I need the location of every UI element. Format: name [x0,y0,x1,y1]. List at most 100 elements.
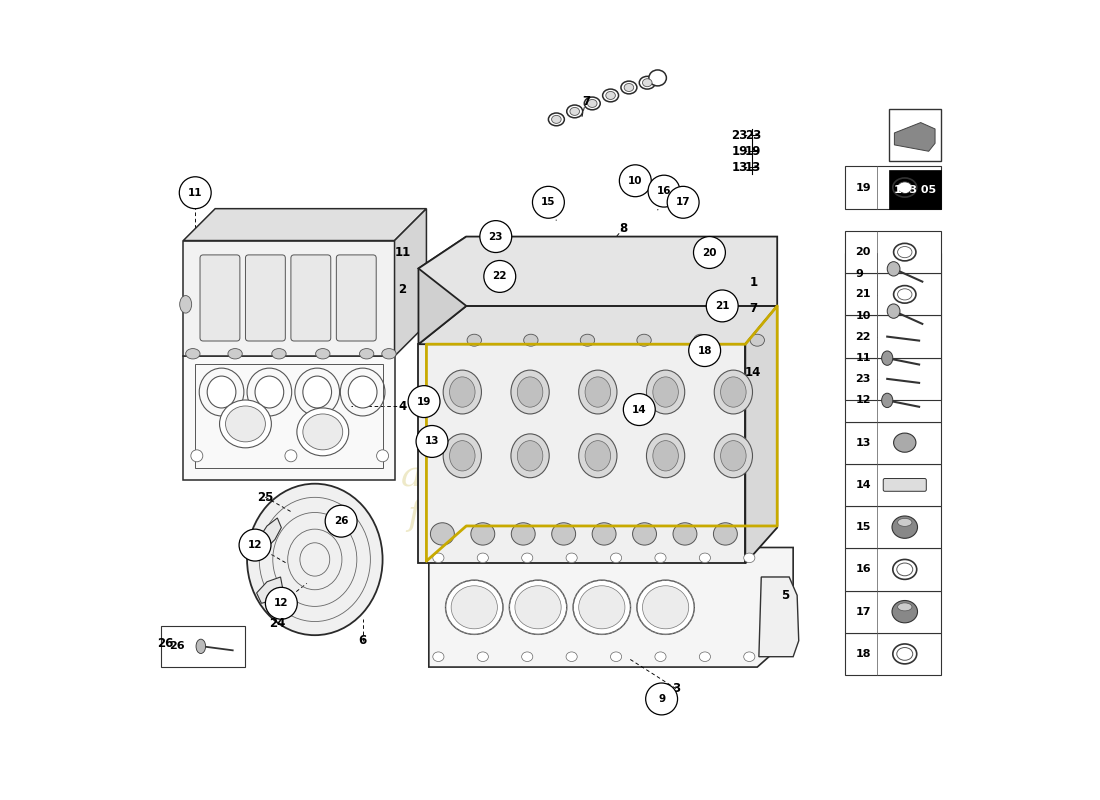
Text: 13: 13 [732,161,748,174]
Ellipse shape [654,652,667,662]
FancyBboxPatch shape [845,422,940,464]
FancyBboxPatch shape [845,231,940,274]
FancyBboxPatch shape [845,590,940,633]
Ellipse shape [744,553,755,562]
Ellipse shape [471,522,495,545]
Ellipse shape [652,441,679,471]
Ellipse shape [603,89,618,102]
Text: 13: 13 [745,161,761,174]
Ellipse shape [349,376,377,408]
Text: 7: 7 [582,94,590,107]
Text: 585: 585 [590,376,749,456]
Text: 20: 20 [856,247,871,257]
Ellipse shape [302,414,343,450]
Ellipse shape [220,400,272,448]
Text: 26: 26 [169,642,185,651]
Ellipse shape [649,70,667,86]
Ellipse shape [652,377,679,407]
Text: 5: 5 [781,589,790,602]
Polygon shape [395,209,427,356]
FancyBboxPatch shape [845,548,940,590]
Ellipse shape [432,553,444,562]
Ellipse shape [896,647,913,660]
Ellipse shape [647,434,684,478]
Polygon shape [429,547,793,667]
Ellipse shape [226,406,265,442]
Ellipse shape [592,522,616,545]
Ellipse shape [892,601,917,623]
Ellipse shape [744,652,755,662]
Text: 16: 16 [856,565,871,574]
Ellipse shape [673,522,697,545]
Text: 12: 12 [856,395,871,406]
Ellipse shape [610,652,621,662]
Ellipse shape [881,351,893,366]
Circle shape [326,506,358,537]
Polygon shape [759,577,799,657]
Ellipse shape [720,441,746,471]
Circle shape [619,165,651,197]
Ellipse shape [430,522,454,545]
Ellipse shape [898,603,912,611]
Ellipse shape [714,434,752,478]
Text: 15: 15 [856,522,871,532]
Circle shape [484,261,516,292]
Ellipse shape [477,652,488,662]
Ellipse shape [606,91,615,99]
Ellipse shape [579,370,617,414]
Circle shape [408,386,440,418]
Ellipse shape [570,107,580,115]
Text: 15: 15 [541,198,556,207]
Polygon shape [256,577,283,603]
Polygon shape [418,344,746,563]
Ellipse shape [297,408,349,456]
Ellipse shape [272,349,286,359]
Text: 20: 20 [702,247,717,258]
Ellipse shape [587,99,597,107]
Circle shape [179,177,211,209]
Text: 23: 23 [856,374,871,384]
Text: 10: 10 [856,311,871,321]
Ellipse shape [585,441,611,471]
Circle shape [706,290,738,322]
Polygon shape [418,237,778,306]
Ellipse shape [693,334,708,346]
Polygon shape [184,356,395,480]
Ellipse shape [549,113,564,126]
Text: 19: 19 [856,182,871,193]
Ellipse shape [285,450,297,462]
Ellipse shape [510,434,549,478]
Text: 21: 21 [715,301,729,311]
Text: a passion
for parts: a passion for parts [400,459,572,532]
Ellipse shape [510,370,549,414]
FancyBboxPatch shape [845,379,940,422]
FancyBboxPatch shape [161,626,244,667]
Ellipse shape [566,553,578,562]
Circle shape [624,394,656,426]
Polygon shape [184,241,395,356]
FancyBboxPatch shape [845,294,940,337]
Ellipse shape [432,652,444,662]
Ellipse shape [450,377,475,407]
Ellipse shape [714,370,752,414]
Polygon shape [418,237,466,344]
Text: 17: 17 [856,606,871,617]
Ellipse shape [517,441,542,471]
Ellipse shape [700,652,711,662]
Text: 18: 18 [697,346,712,355]
Ellipse shape [642,78,652,86]
Ellipse shape [521,553,532,562]
Text: 19: 19 [732,145,748,158]
Text: 26: 26 [334,516,349,526]
Text: 18: 18 [856,649,871,659]
FancyBboxPatch shape [845,633,940,675]
Text: 16: 16 [657,186,671,196]
Text: 19: 19 [417,397,431,406]
FancyBboxPatch shape [889,109,940,161]
Text: 23: 23 [732,129,748,142]
Ellipse shape [316,349,330,359]
Circle shape [648,175,680,207]
Ellipse shape [637,334,651,346]
Circle shape [239,529,271,561]
FancyBboxPatch shape [845,166,940,209]
